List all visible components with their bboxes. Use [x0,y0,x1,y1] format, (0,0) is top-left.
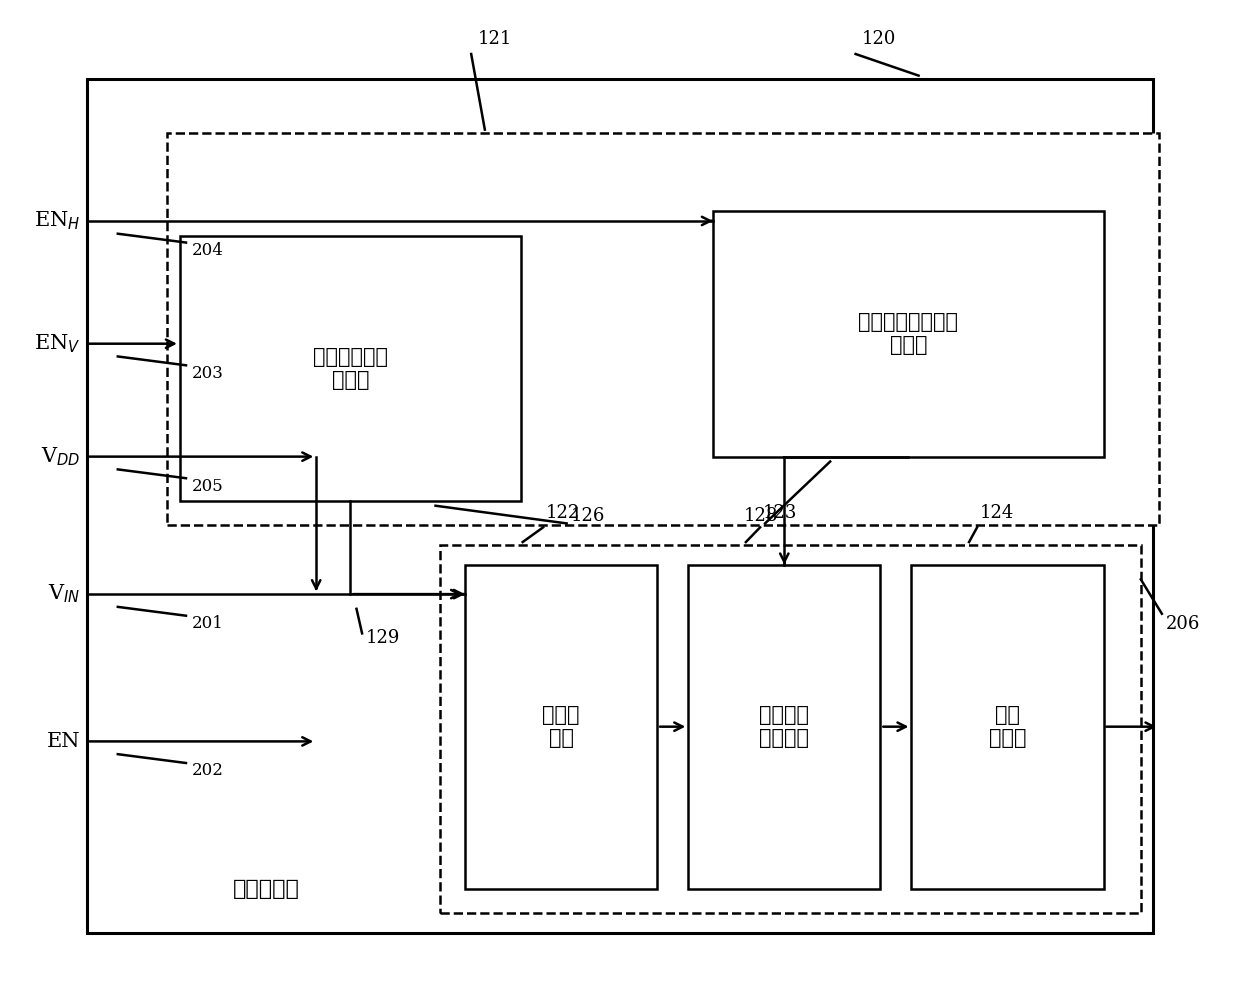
Text: EN: EN [47,732,81,751]
Text: 128: 128 [744,507,779,524]
Bar [465,565,657,889]
Bar [440,545,1141,913]
Text: 126: 126 [570,507,605,524]
Text: 功率
晶体管: 功率 晶体管 [988,705,1027,748]
Text: 201: 201 [192,615,224,632]
Text: 预放大
单元: 预放大 单元 [542,705,580,748]
Text: 202: 202 [192,762,224,780]
Text: 206: 206 [1166,615,1200,632]
Text: 触控振动响应信号
产生器: 触控振动响应信号 产生器 [858,312,959,355]
Text: EN$_H$: EN$_H$ [35,209,81,233]
Text: 204: 204 [192,242,224,259]
Text: 123: 123 [763,505,797,522]
Text: 205: 205 [192,477,224,495]
Bar [713,211,1104,457]
Bar [180,236,521,501]
Bar [167,133,1159,525]
Text: 121: 121 [477,30,512,48]
Bar [911,565,1104,889]
Bar [87,79,1153,933]
Text: V$_{DD}$: V$_{DD}$ [41,445,81,468]
Text: 122: 122 [546,505,580,522]
Text: 129: 129 [366,629,401,647]
Text: 124: 124 [980,505,1014,522]
Text: EN$_V$: EN$_V$ [33,332,81,355]
Text: 120: 120 [862,30,897,48]
Text: 振动提示信号
产生器: 振动提示信号 产生器 [312,347,388,390]
Text: 203: 203 [192,364,224,382]
Text: 功率放大器: 功率放大器 [233,879,300,899]
Text: 脉冲宽度
调制单元: 脉冲宽度 调制单元 [759,705,810,748]
Bar [688,565,880,889]
Text: V$_{IN}$: V$_{IN}$ [48,582,81,606]
